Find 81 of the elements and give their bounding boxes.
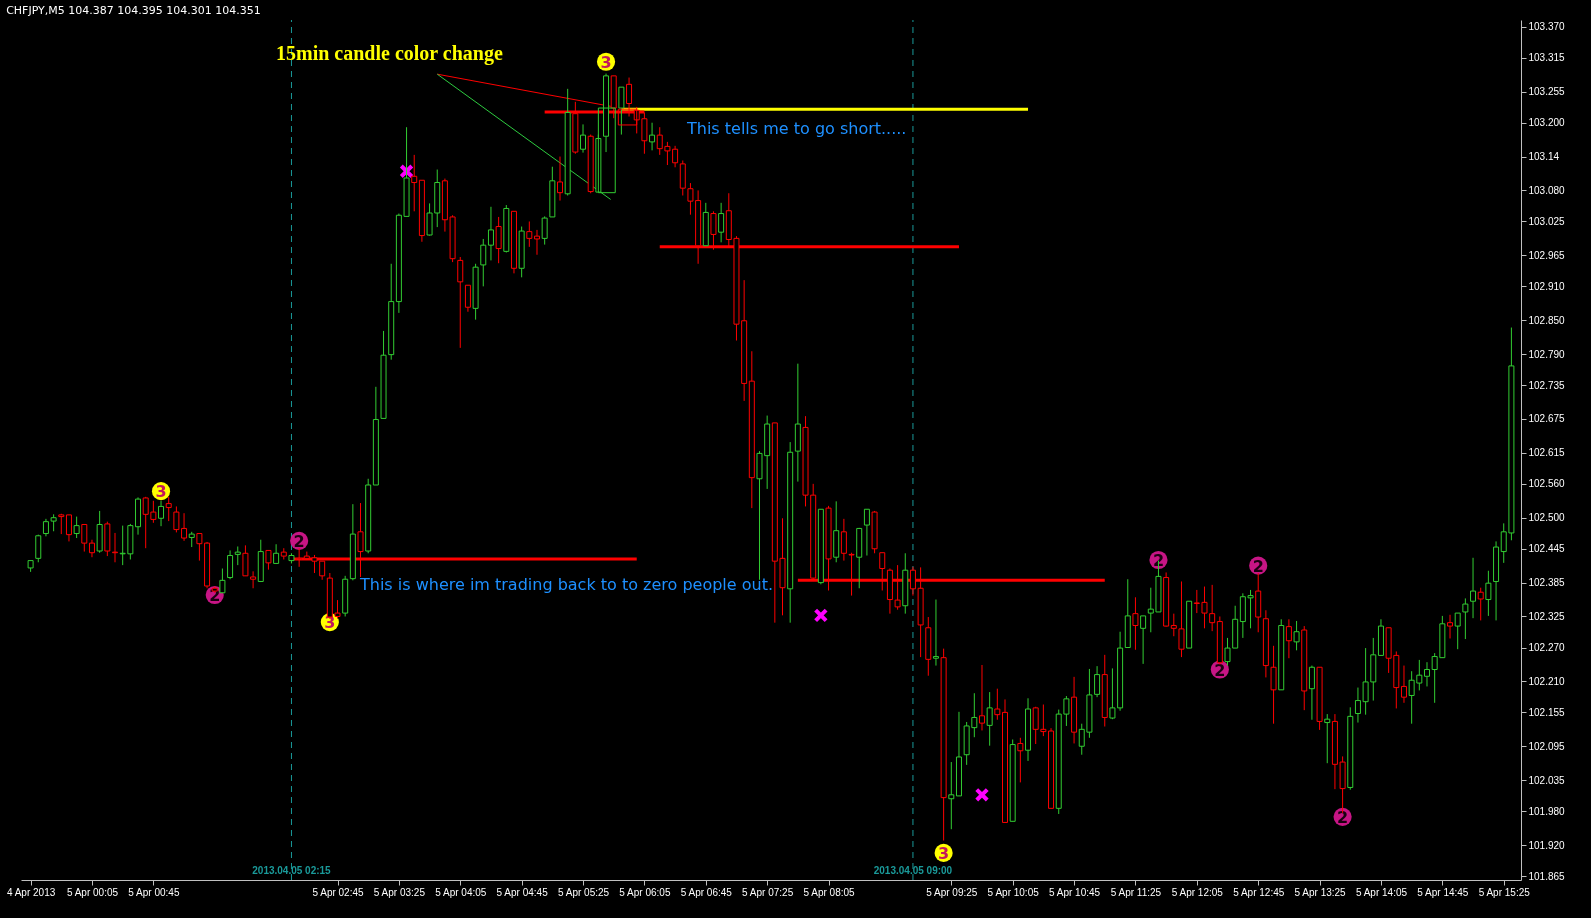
candlestick bbox=[457, 256, 464, 349]
point bbox=[399, 163, 414, 179]
x-tick-label: 5 Apr 06:45 bbox=[680, 886, 733, 898]
candlestick bbox=[533, 229, 540, 256]
series-label: 2 bbox=[1337, 807, 1349, 827]
candlestick bbox=[840, 518, 847, 562]
x-tick-label: 5 Apr 03:25 bbox=[373, 886, 426, 898]
x-tick-label: 5 Apr 07:25 bbox=[742, 886, 794, 898]
x-tick-label: 5 Apr 09:25 bbox=[926, 886, 978, 898]
text: 2 bbox=[1214, 660, 1226, 680]
y-tick-label: 102.615 bbox=[1528, 447, 1566, 459]
x-tick-label: 5 Apr 05:25 bbox=[557, 886, 610, 898]
y-tick-label: 102.095 bbox=[1528, 740, 1566, 752]
y-tick-label: 103.200 bbox=[1528, 117, 1566, 129]
candlestick bbox=[1470, 557, 1477, 619]
candlestick bbox=[978, 664, 985, 731]
candlestick bbox=[165, 496, 172, 522]
x-tick-label: 5 Apr 00:45 bbox=[128, 886, 180, 898]
x-tick-label: 5 Apr 11:25 bbox=[1110, 886, 1162, 898]
x-tick-label: 5 Apr 15:25 bbox=[1478, 886, 1531, 898]
y-tick-label: 101.920 bbox=[1528, 839, 1566, 851]
y-tick-label: 102.155 bbox=[1528, 706, 1566, 718]
ref-line-label: 2013.04.05 09:00 bbox=[873, 865, 953, 876]
text: 3 bbox=[938, 843, 950, 863]
candlestick bbox=[250, 570, 257, 589]
y-tick-label: 103.14 bbox=[1528, 151, 1560, 163]
y-tick-label: 102.500 bbox=[1528, 512, 1566, 524]
y-tick-label: 102.965 bbox=[1528, 249, 1566, 261]
x-tick-label: 5 Apr 02:45 bbox=[312, 886, 365, 898]
y-tick-label: 101.980 bbox=[1528, 805, 1566, 817]
candlestick bbox=[112, 532, 118, 563]
annotation: This tells me to go short..... bbox=[686, 119, 907, 139]
x-tick-label: 5 Apr 10:45 bbox=[1048, 886, 1101, 898]
text: 3 bbox=[155, 482, 167, 502]
candlestick bbox=[1424, 661, 1430, 687]
series-label: 3 bbox=[600, 52, 612, 72]
y-tick-label: 102.035 bbox=[1528, 774, 1566, 786]
candlestick bbox=[35, 534, 42, 563]
y-tick-label: 103.315 bbox=[1528, 52, 1566, 64]
text: 2 bbox=[1152, 551, 1165, 571]
x-tick-label: 5 Apr 12:45 bbox=[1233, 886, 1285, 898]
candlestick bbox=[557, 156, 564, 202]
y-tick-label: 102.790 bbox=[1528, 348, 1566, 360]
chart-title: CHFJPY,M5 104.387 104.395 104.301 104.351 bbox=[6, 3, 261, 17]
y-tick-label: 102.385 bbox=[1528, 577, 1566, 589]
y-tick-label: 102.560 bbox=[1528, 478, 1566, 490]
x-tick-label: 5 Apr 04:05 bbox=[435, 886, 487, 898]
y-tick-label: 102.910 bbox=[1528, 280, 1566, 292]
ref-line-label: 2013.04.05 02:15 bbox=[252, 865, 332, 876]
y-tick-label: 102.675 bbox=[1528, 413, 1566, 425]
y-tick-label: 103.370 bbox=[1528, 21, 1566, 33]
y-tick-label: 102.850 bbox=[1528, 314, 1566, 326]
y-tick-label: 102.270 bbox=[1528, 642, 1566, 654]
x-tick-label: 5 Apr 14:45 bbox=[1417, 886, 1469, 898]
x-tick-label: 4 Apr 2013 bbox=[6, 886, 56, 898]
text: 2 bbox=[1252, 556, 1264, 576]
y-tick-label: 101.865 bbox=[1528, 870, 1566, 882]
text: 2 bbox=[293, 531, 305, 551]
y-tick-label: 102.325 bbox=[1528, 610, 1566, 622]
point bbox=[974, 787, 990, 803]
x-tick-label: 5 Apr 12:05 bbox=[1171, 886, 1224, 898]
x-tick-label: 5 Apr 14:05 bbox=[1355, 886, 1408, 898]
candlestick bbox=[480, 238, 487, 287]
candlestick bbox=[227, 549, 234, 580]
point bbox=[813, 608, 829, 623]
x-tick-label: 5 Apr 04:45 bbox=[496, 886, 549, 898]
y-tick-label: 103.255 bbox=[1528, 86, 1566, 98]
y-tick-label: 103.080 bbox=[1528, 184, 1566, 196]
x-tick-label: 5 Apr 10:05 bbox=[987, 886, 1040, 898]
y-tick-label: 103.025 bbox=[1528, 215, 1566, 227]
annotation: 15min candle color change bbox=[276, 42, 503, 66]
y-tick-label: 102.445 bbox=[1528, 543, 1566, 555]
annotation: This is where im trading back to to zero people out. bbox=[359, 575, 773, 595]
x-tick-label: 5 Apr 06:05 bbox=[619, 886, 671, 898]
y-tick-label: 102.210 bbox=[1528, 675, 1566, 687]
candlestick bbox=[1400, 665, 1407, 704]
candlestick bbox=[1447, 614, 1454, 639]
x-tick-label: 5 Apr 13:25 bbox=[1294, 886, 1347, 898]
x-tick-label: 5 Apr 00:05 bbox=[66, 886, 119, 898]
y-tick-label: 102.735 bbox=[1528, 379, 1566, 391]
x-tick-label: 5 Apr 08:05 bbox=[803, 886, 856, 898]
